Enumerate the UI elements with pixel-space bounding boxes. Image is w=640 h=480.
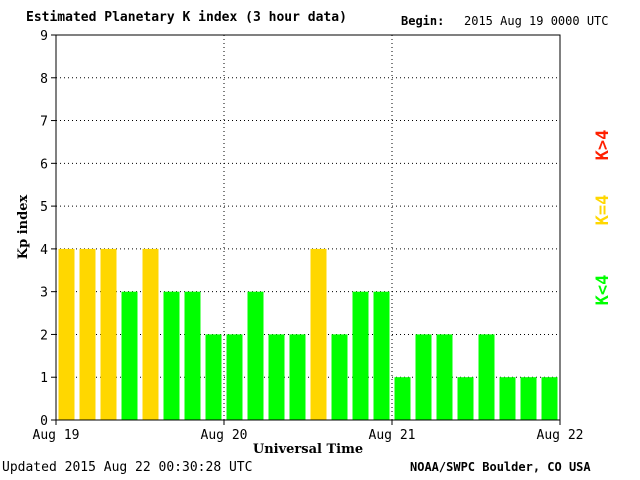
grid-lines: [56, 35, 560, 420]
chart-title: Estimated Planetary K index (3 hour data…: [26, 10, 347, 25]
kp-bar: [163, 291, 180, 420]
kp-bar: [520, 377, 537, 420]
x-tick-label: Aug 19: [33, 428, 80, 443]
y-axis-label: Kp index: [16, 195, 31, 260]
kp-chart: 0 1 2 3 4 5 6 7 8 9 Aug 19 Aug 20 Aug 21 Aug 22 Univ…: [16, 29, 613, 457]
bars: [58, 248, 558, 420]
kp-bar: [352, 291, 369, 420]
y-tick-labels: 0 1 2 3 4 5 6 7 8 9: [40, 29, 56, 429]
legend-entry: K=4: [593, 195, 613, 226]
kp-bar: [331, 334, 348, 420]
updated-timestamp: Updated 2015 Aug 22 00:30:28 UTC: [2, 460, 253, 475]
y-tick-label: 6: [40, 157, 48, 172]
kp-bar: [121, 291, 138, 420]
kp-bar: [436, 334, 453, 420]
kp-bar: [205, 334, 222, 420]
legend-entry: K<4: [593, 275, 613, 306]
kp-bar: [247, 291, 264, 420]
y-tick-label: 1: [40, 371, 48, 386]
kp-bar: [415, 334, 432, 420]
kp-bar: [268, 334, 285, 420]
plot-frame: [55, 34, 561, 421]
x-tick-labels: Aug 19 Aug 20 Aug 21 Aug 22: [33, 420, 584, 443]
begin-value: 2015 Aug 19 0000 UTC: [464, 14, 609, 28]
kp-bar: [58, 248, 75, 420]
y-tick-label: 0: [40, 414, 48, 429]
credit-line: NOAA/SWPC Boulder, CO USA: [410, 460, 591, 474]
y-tick-label: 2: [40, 328, 48, 343]
y-tick-label: 5: [40, 200, 48, 215]
kp-bar: [457, 377, 474, 420]
kp-bar: [79, 248, 96, 420]
kp-bar: [100, 248, 117, 420]
kp-bar: [394, 377, 411, 420]
kp-bar: [541, 377, 558, 420]
y-tick-label: 3: [40, 286, 48, 301]
begin-label: Begin:: [401, 14, 445, 28]
x-tick-label: Aug 21: [369, 428, 416, 443]
kp-bar: [478, 334, 495, 420]
kp-bar: [499, 377, 516, 420]
x-tick-label: Aug 20: [201, 428, 248, 443]
kp-bar: [289, 334, 306, 420]
kp-bar: [310, 248, 327, 420]
kp-bar: [226, 334, 243, 420]
x-tick-label: Aug 22: [537, 428, 584, 443]
kp-bar: [373, 291, 390, 420]
y-tick-label: 7: [40, 115, 48, 130]
y-tick-label: 8: [40, 72, 48, 87]
x-axis-label: Universal Time: [253, 442, 363, 457]
legend-entry: K>4: [593, 130, 613, 161]
kp-bar: [142, 248, 159, 420]
y-tick-label: 9: [40, 29, 48, 44]
kp-bar: [184, 291, 201, 420]
y-tick-label: 4: [40, 243, 48, 258]
legend: K<4 K=4 K>4: [593, 130, 613, 306]
